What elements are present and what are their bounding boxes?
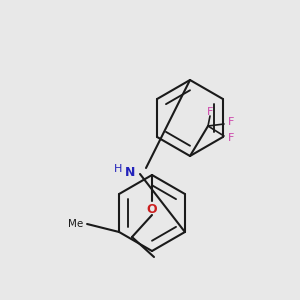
Text: F: F xyxy=(228,133,234,143)
Text: Me: Me xyxy=(68,219,83,229)
Text: O: O xyxy=(147,203,157,216)
Text: F: F xyxy=(207,107,213,117)
Text: F: F xyxy=(228,117,234,127)
Text: N: N xyxy=(125,166,135,178)
Text: H: H xyxy=(114,164,122,174)
